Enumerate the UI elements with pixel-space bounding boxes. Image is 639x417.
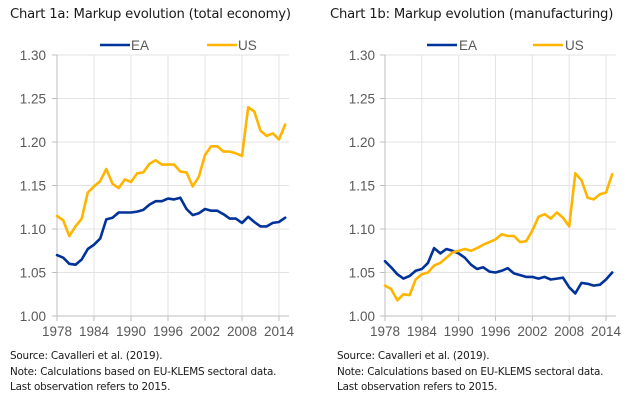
chart-title: Chart 1b: Markup evolution (manufacturin…: [330, 7, 614, 22]
x-tick-label: 1978: [370, 324, 400, 339]
y-tick-label: 1.30: [20, 48, 46, 63]
x-tick-label: 2002: [190, 324, 220, 339]
chart-notes: Source: Cavalleri et al. (2019). Note: C…: [337, 349, 603, 396]
chart-title: Chart 1a: Markup evolution (total econom…: [10, 7, 291, 22]
legend-label-us: US: [565, 38, 584, 53]
y-tick-label: 1.05: [20, 266, 46, 281]
chart-svg: 1.00 1.05 1.10 1.15 1.20 1.25 1.30 1978 1984 1990…: [20, 38, 295, 339]
y-tick-label: 1.20: [349, 135, 375, 150]
series-line-ea: [383, 246, 614, 295]
x-tick-label: 1984: [407, 324, 438, 339]
x-tick-label: 2008: [227, 324, 257, 339]
calculation-note: Note: Calculations based on EU-KLEMS sec…: [337, 365, 604, 378]
y-tick-label: 1.10: [20, 222, 46, 237]
x-tick-label: 2002: [517, 324, 547, 339]
y-tick-label: 1.10: [349, 222, 375, 237]
y-tick-label: 1.25: [349, 92, 375, 107]
chart-svg: 1.00 1.05 1.10 1.15 1.20 1.25 1.30 1978 1984 1990…: [349, 38, 622, 339]
x-tick-label: 1990: [116, 324, 146, 339]
x-tick-label: 2014: [264, 324, 295, 339]
series-line-us: [383, 172, 614, 302]
chart-notes: Source: Cavalleri et al. (2019). Note: C…: [10, 349, 276, 396]
x-tick-label: 2014: [591, 324, 622, 339]
source-note: Source: Cavalleri et al. (2019).: [10, 350, 163, 362]
x-tick-label: 1978: [42, 324, 72, 339]
chart-panel-total-economy: Chart 1a: Markup evolution (total econom…: [10, 7, 295, 396]
x-tick-label: 1990: [444, 324, 474, 339]
last-observation-note: Last observation refers to 2015.: [10, 381, 171, 393]
x-tick-label: 2008: [554, 324, 584, 339]
legend-label-ea: EA: [131, 38, 149, 53]
last-observation-note: Last observation refers to 2015.: [337, 381, 498, 393]
y-tick-label: 1.25: [20, 92, 46, 107]
y-tick-label: 1.00: [20, 309, 46, 324]
legend-label-us: US: [238, 38, 257, 53]
calculation-note: Note: Calculations based on EU-KLEMS sec…: [10, 365, 277, 378]
y-tick-label: 1.05: [349, 266, 375, 281]
series-line-ea: [55, 196, 287, 267]
x-tick-label: 1996: [480, 324, 510, 339]
x-tick-label: 1984: [79, 324, 110, 339]
legend-label-ea: EA: [459, 38, 477, 53]
chart-panel-manufacturing: Chart 1b: Markup evolution (manufacturin…: [320, 0, 639, 417]
series-line-us: [55, 105, 287, 238]
y-tick-label: 1.20: [20, 135, 46, 150]
x-tick-label: 1996: [153, 324, 183, 339]
source-note: Source: Cavalleri et al. (2019).: [337, 350, 490, 362]
y-tick-label: 1.15: [349, 179, 375, 194]
y-tick-label: 1.30: [349, 48, 375, 63]
y-tick-label: 1.00: [349, 309, 375, 324]
y-tick-label: 1.15: [20, 179, 46, 194]
